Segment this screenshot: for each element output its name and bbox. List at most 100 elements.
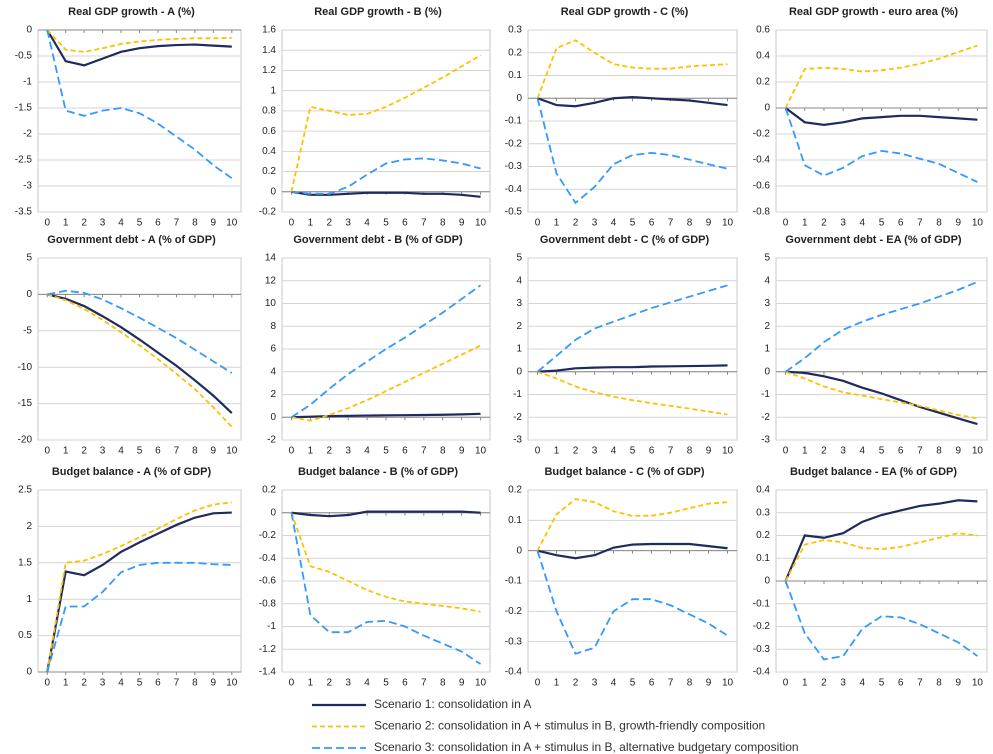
y-tick-label: 8 (270, 321, 276, 332)
x-tick-label: 3 (592, 678, 598, 689)
y-tick-label: 0.4 (756, 485, 770, 496)
x-tick-label: 9 (955, 218, 961, 229)
y-tick-label: -0.5 (15, 51, 33, 62)
x-tick-label: 9 (459, 218, 465, 229)
x-tick-label: 4 (118, 678, 124, 689)
y-tick-label: 2 (516, 321, 522, 332)
series-line (46, 29, 233, 179)
series-line (291, 157, 481, 195)
y-tick-label: -1.5 (15, 103, 33, 114)
x-tick-label: 8 (936, 218, 942, 229)
y-tick-label: 2 (270, 389, 276, 400)
x-tick-label: 4 (611, 678, 617, 689)
x-tick-label: 0 (783, 446, 789, 457)
plot-frame (37, 489, 242, 673)
x-tick-label: 4 (118, 218, 124, 229)
series-line (536, 550, 728, 655)
y-tick-label: 3 (764, 298, 770, 309)
x-tick-label: 9 (459, 446, 465, 457)
y-tick-label: -1 (513, 389, 522, 400)
x-tick-label: 6 (155, 446, 161, 457)
plot-frame (37, 29, 242, 213)
x-tick-label: 4 (364, 678, 370, 689)
y-tick-label: -0.8 (753, 207, 771, 218)
x-tick-label: 9 (706, 218, 712, 229)
y-tick-label: -1.2 (259, 644, 277, 655)
x-tick-label: 2 (821, 218, 827, 229)
series-line (46, 561, 232, 673)
y-tick-label: 0 (764, 576, 770, 587)
x-tick-label: 2 (81, 218, 87, 229)
x-tick-label: 1 (63, 446, 69, 457)
y-tick-label: 0 (26, 25, 32, 36)
y-tick-label: 0.3 (508, 25, 522, 36)
y-tick-label: 4 (270, 366, 276, 377)
x-tick-label: 10 (972, 218, 984, 229)
plot-frame (775, 29, 988, 213)
x-tick-label: 9 (706, 446, 712, 457)
y-tick-label: -20 (18, 435, 33, 446)
y-tick-label: 0.1 (756, 553, 770, 564)
y-tick-label: 0.2 (756, 77, 770, 88)
y-tick-label: -1 (267, 621, 276, 632)
y-tick-label: 2.5 (18, 485, 32, 496)
x-tick-label: 0 (289, 218, 295, 229)
x-tick-label: 8 (687, 218, 693, 229)
y-tick-label: -0.2 (505, 606, 523, 617)
y-tick-label: 0 (26, 289, 32, 300)
y-tick-label: 5 (516, 253, 522, 264)
x-tick-label: 0 (44, 678, 50, 689)
x-tick-label: 1 (63, 678, 69, 689)
x-tick-label: 10 (475, 218, 487, 229)
x-tick-label: 6 (898, 446, 904, 457)
chart-title: Real GDP growth - A (%) (68, 6, 195, 18)
x-tick-label: 5 (383, 678, 389, 689)
y-tick-label: 0.1 (508, 515, 522, 526)
chart-title: Real GDP growth - B (%) (314, 6, 442, 18)
y-tick-label: -1 (23, 77, 32, 88)
y-tick-label: -0.6 (259, 576, 277, 587)
series-line (784, 107, 978, 183)
x-tick-label: 8 (440, 218, 446, 229)
y-tick-label: -3.5 (15, 207, 33, 218)
x-tick-label: 8 (192, 218, 198, 229)
x-tick-label: 5 (137, 678, 143, 689)
series-line (536, 39, 728, 99)
series-line (784, 499, 978, 582)
plot-frame (281, 29, 491, 213)
y-tick-label: 0.2 (508, 485, 522, 496)
x-tick-label: 6 (649, 678, 655, 689)
y-tick-label: -0.3 (753, 644, 771, 655)
y-tick-label: -5 (23, 325, 32, 336)
x-tick-label: 6 (898, 218, 904, 229)
x-tick-label: 8 (192, 446, 198, 457)
x-tick-label: 9 (211, 446, 217, 457)
y-tick-label: 1 (270, 85, 276, 96)
y-tick-label: -3 (23, 181, 32, 192)
y-tick-label: 4 (516, 275, 522, 286)
y-tick-label: -0.2 (753, 129, 771, 140)
x-tick-label: 2 (573, 446, 579, 457)
x-tick-label: 10 (972, 446, 984, 457)
y-tick-label: -2.5 (15, 155, 33, 166)
y-tick-label: 0.2 (756, 530, 770, 541)
y-tick-label: -0.3 (505, 636, 523, 647)
series-line (46, 501, 232, 673)
y-tick-label: -15 (18, 398, 33, 409)
x-tick-label: 10 (475, 678, 487, 689)
x-tick-label: 7 (917, 218, 923, 229)
y-tick-label: 5 (26, 253, 32, 264)
series-line (47, 289, 233, 374)
x-tick-label: 0 (289, 678, 295, 689)
x-tick-label: 1 (554, 446, 560, 457)
y-tick-label: 0.3 (756, 507, 770, 518)
x-tick-label: 7 (917, 678, 923, 689)
y-tick-label: 0 (270, 186, 276, 197)
y-tick-label: 1.5 (18, 557, 32, 568)
y-tick-label: 1.4 (262, 45, 276, 56)
y-tick-label: 3 (516, 298, 522, 309)
x-tick-label: 5 (383, 446, 389, 457)
chart-title: Real GDP growth - euro area (%) (789, 6, 958, 18)
series-line (537, 96, 728, 108)
